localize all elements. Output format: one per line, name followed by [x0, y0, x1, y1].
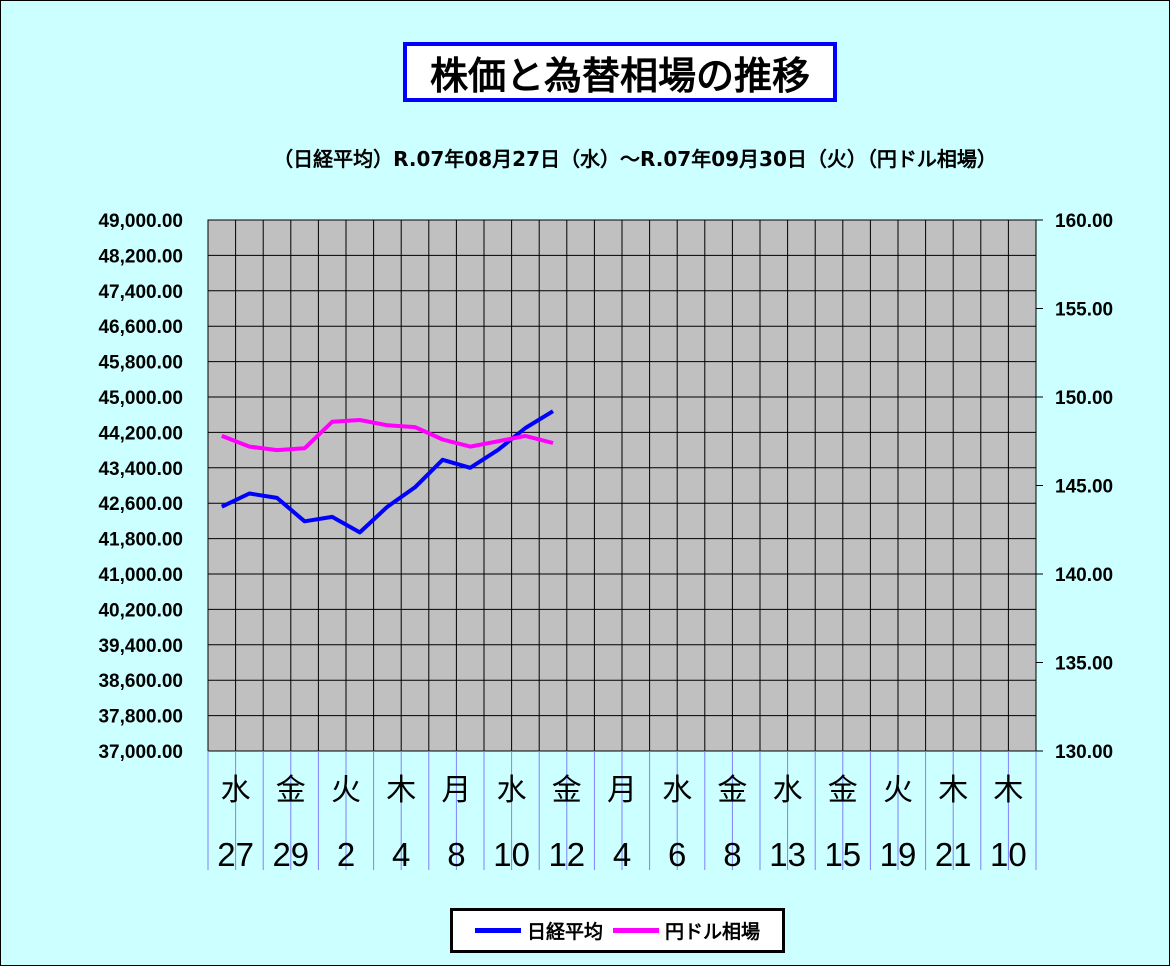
- x-date-label: 12: [548, 836, 585, 873]
- y-left-tick-label: 39,400.00: [98, 636, 183, 657]
- x-weekday-label: 火: [883, 773, 913, 808]
- x-weekday-label: 金: [276, 773, 306, 808]
- x-weekday-label: 水: [773, 773, 803, 808]
- x-weekday-label: 木: [386, 773, 416, 808]
- y-right-tick-label: 150.00: [1055, 388, 1113, 409]
- y-left-tick-label: 37,000.00: [98, 742, 183, 763]
- y-left-tick-label: 44,200.00: [98, 423, 183, 444]
- x-date-label: 8: [723, 836, 741, 873]
- legend-swatch-usdjpy: [613, 928, 659, 933]
- y-left-tick-label: 43,400.00: [98, 459, 183, 480]
- x-weekday-label: 水: [662, 773, 692, 808]
- y-left-tick-label: 37,800.00: [98, 707, 183, 728]
- series-line-usdjpy: [221, 418, 554, 453]
- y-left-tick-label: 49,000.00: [98, 211, 183, 232]
- x-date-label: 19: [880, 836, 917, 873]
- x-date-label: 4: [613, 836, 631, 873]
- y-right-tick-label: 145.00: [1055, 477, 1113, 498]
- x-date-label: 27: [217, 836, 254, 873]
- y-right-tick-label: 155.00: [1055, 300, 1113, 321]
- legend-label-nikkei: 日経平均: [526, 921, 603, 943]
- chart-legend: 日経平均 円ドル相場: [450, 908, 785, 953]
- legend-item-usdjpy: 円ドル相場: [613, 917, 760, 944]
- y-left-tick-label: 41,000.00: [98, 565, 183, 586]
- x-weekday-label: 金: [717, 773, 747, 808]
- chart-title: 株価と為替相場の推移: [403, 42, 837, 102]
- y-left-tick-label: 46,600.00: [98, 317, 183, 338]
- x-weekday-label: 金: [552, 773, 582, 808]
- y-left-tick-label: 40,200.00: [98, 600, 183, 621]
- x-date-label: 4: [392, 836, 410, 873]
- x-weekday-label: 金: [828, 773, 858, 808]
- legend-label-usdjpy: 円ドル相場: [665, 921, 761, 943]
- legend-swatch-nikkei: [474, 928, 521, 933]
- x-date-label: 15: [824, 836, 861, 873]
- series-line-nikkei: [220, 409, 555, 535]
- x-date-label: 10: [990, 836, 1027, 873]
- y-left-tick-label: 42,600.00: [98, 494, 183, 515]
- x-date-label: 29: [272, 836, 309, 873]
- x-date-label: 6: [668, 836, 686, 873]
- y-left-tick-label: 45,800.00: [98, 353, 183, 374]
- y-right-tick-label: 135.00: [1055, 654, 1113, 675]
- x-weekday-label: 火: [331, 773, 361, 808]
- legend-item-nikkei: 日経平均: [474, 917, 603, 944]
- y-left-tick-label: 48,200.00: [98, 246, 183, 267]
- x-date-label: 21: [935, 836, 972, 873]
- x-weekday-label: 木: [993, 773, 1023, 808]
- chart-subtitle: （日経平均）R.07年08月27日（水）～R.07年09月30日（火）（円ドル相…: [273, 147, 997, 171]
- y-left-tick-label: 41,800.00: [98, 530, 183, 551]
- y-right-tick-label: 130.00: [1055, 742, 1113, 763]
- y-left-tick-label: 45,000.00: [98, 388, 183, 409]
- y-right-tick-label: 160.00: [1055, 211, 1113, 232]
- x-weekday-label: 水: [497, 773, 527, 808]
- x-weekday-label: 木: [938, 773, 968, 808]
- y-right-tick-label: 140.00: [1055, 565, 1113, 586]
- x-weekday-label: 月: [607, 773, 637, 808]
- x-weekday-label: 月: [441, 773, 471, 808]
- x-date-label: 10: [493, 836, 530, 873]
- x-date-label: 8: [447, 836, 465, 873]
- x-date-label: 2: [337, 836, 355, 873]
- x-date-label: 13: [769, 836, 806, 873]
- x-weekday-label: 水: [221, 773, 251, 808]
- y-left-tick-label: 38,600.00: [98, 671, 183, 692]
- y-left-tick-label: 47,400.00: [98, 282, 183, 303]
